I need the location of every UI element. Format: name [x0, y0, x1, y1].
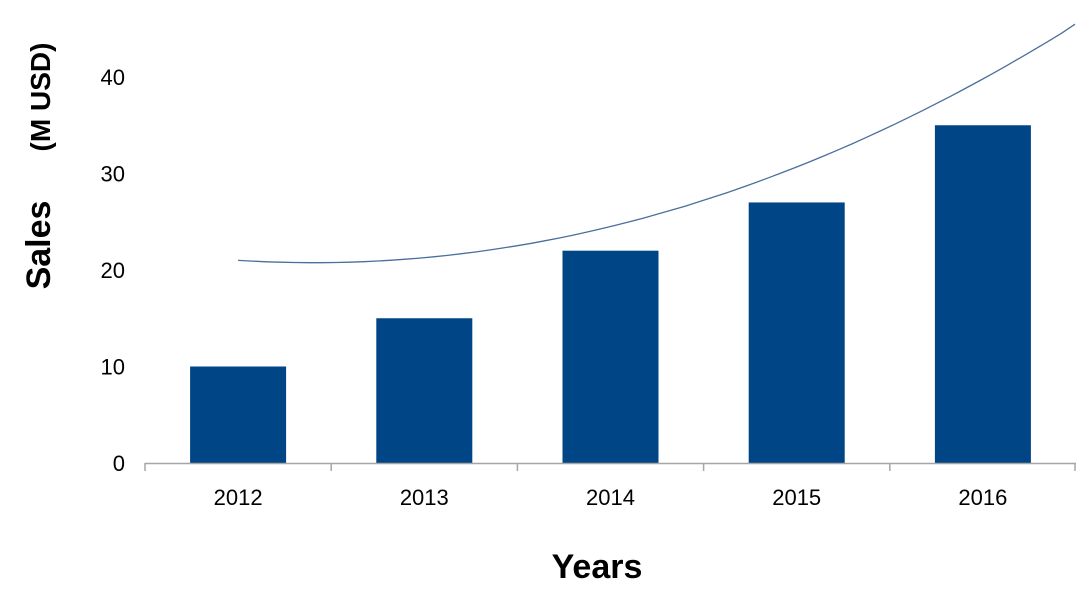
- x-tick-label: 2016: [958, 485, 1007, 510]
- bar-2012: [190, 366, 287, 463]
- bar-2016: [934, 125, 1031, 463]
- y-tick-label: 20: [101, 258, 125, 283]
- x-tick-label: 2013: [400, 485, 449, 510]
- x-axis-title: Years: [552, 548, 643, 586]
- bar-2013: [376, 318, 473, 463]
- y-axis-ticks: 0 10 20 30 40: [101, 65, 125, 476]
- x-tick-label: 2012: [214, 485, 263, 510]
- y-tick-label: 40: [101, 65, 125, 90]
- x-tick-label: 2014: [586, 485, 635, 510]
- bar-2015: [748, 202, 845, 463]
- y-axis-title: Sales: [20, 201, 58, 290]
- bar-2014: [562, 250, 659, 463]
- y-tick-label: 30: [101, 162, 125, 187]
- x-axis-ticks: 2012 2013 2014 2015 2016: [214, 485, 1008, 510]
- bars: [190, 125, 1031, 463]
- trend-line: [238, 23, 1076, 264]
- y-tick-label: 10: [101, 355, 125, 380]
- x-axis: [144, 462, 1076, 471]
- x-tick-label: 2015: [772, 485, 821, 510]
- y-axis-unit: (M USD): [25, 43, 56, 152]
- y-tick-label: 0: [113, 451, 125, 476]
